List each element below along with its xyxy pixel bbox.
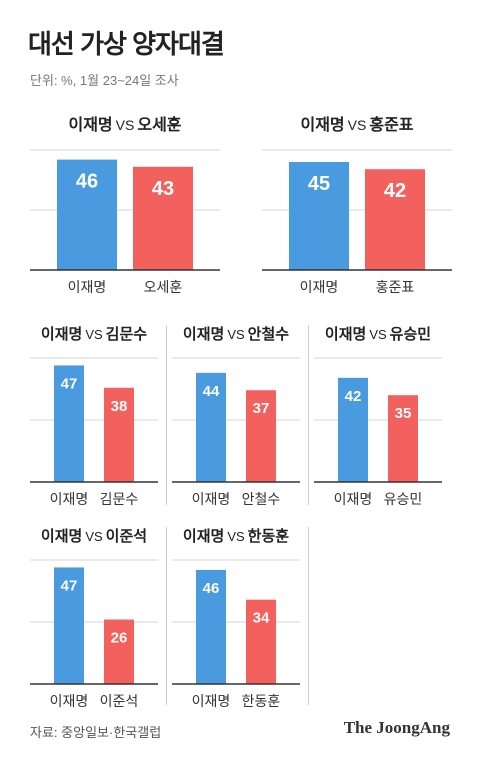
bar-lee (196, 569, 226, 684)
column-divider (308, 325, 309, 505)
source-note: 자료: 중앙일보·한국갤럽 (30, 725, 162, 740)
bar-opponent (388, 395, 418, 482)
chart-lee-vs-oh: 이재명 VS 오세훈 46 이재명 43 오세훈 (30, 108, 220, 304)
category-label: 이재명 (50, 491, 89, 507)
category-label: 안철수 (242, 491, 281, 507)
title-candidate-a: 이재명 (68, 116, 112, 134)
title-candidate-a: 이재명 (41, 527, 82, 545)
bar-value-label: 47 (61, 375, 78, 392)
bar-value-label: 37 (253, 400, 270, 417)
category-label: 유승민 (384, 491, 423, 507)
bar-lee (338, 377, 368, 482)
column-divider (166, 527, 167, 705)
unit-note: 단위: %, 1월 23~24일 조사 (30, 73, 179, 88)
category-label: 이재명 (192, 491, 231, 507)
bar-opponent (246, 390, 276, 482)
chart-lee-vs-ahn: 이재명 VS 안철수 44 이재명 37 안철수 (172, 318, 300, 508)
bar-opponent (133, 166, 193, 270)
chart-lee-vs-junseok: 이재명 VS 이준석 47 이재명 26 이준석 (30, 520, 158, 710)
title-candidate-a: 이재명 (325, 325, 366, 343)
chart-lee-vs-kim: 이재명 VS 김문수 47 이재명 38 김문수 (30, 318, 158, 508)
chart-title: 이재명 VS 한동훈 (183, 527, 289, 545)
column-divider (166, 325, 167, 505)
title-candidate-b: 안철수 (248, 325, 290, 343)
bar-value-label: 46 (203, 580, 220, 597)
bar-lee (196, 372, 226, 482)
page-title: 대선 가상 양자대결 (28, 29, 225, 59)
bar-lee (54, 365, 84, 482)
title-vs: VS (227, 529, 245, 544)
bar-value-label: 38 (111, 398, 128, 415)
category-label: 한동훈 (242, 693, 281, 709)
bar-opponent (246, 599, 276, 684)
title-candidate-b: 이준석 (106, 527, 147, 545)
bar-value-label: 45 (308, 173, 330, 195)
title-candidate-a: 이재명 (41, 325, 82, 343)
chart-lee-vs-hong: 이재명 VS 홍준표 45 이재명 42 홍준표 (262, 108, 452, 304)
category-label: 이재명 (50, 693, 89, 709)
bar-lee (57, 159, 117, 270)
title-vs: VS (85, 529, 103, 544)
category-label: 이재명 (334, 491, 373, 507)
bar-value-label: 42 (345, 388, 362, 405)
category-label: 이재명 (300, 279, 339, 295)
category-label: 오세훈 (144, 279, 183, 295)
chart-title: 이재명 VS 안철수 (183, 325, 289, 343)
title-candidate-b: 오세훈 (137, 115, 181, 134)
title-candidate-a: 이재명 (300, 116, 344, 134)
category-label: 김문수 (100, 491, 139, 507)
chart-lee-vs-yoo: 이재명 VS 유승민 42 이재명 35 유승민 (314, 318, 442, 508)
bar-value-label: 47 (61, 577, 78, 594)
column-divider (308, 527, 309, 705)
bar-value-label: 42 (384, 180, 406, 202)
title-candidate-b: 홍준표 (369, 115, 413, 134)
title-candidate-a: 이재명 (183, 527, 224, 545)
chart-title: 이재명 VS 홍준표 (300, 115, 413, 134)
category-label: 이재명 (192, 693, 231, 709)
bar-opponent (104, 387, 134, 482)
bar-value-label: 46 (76, 171, 98, 193)
bar-lee (54, 567, 84, 684)
bar-opponent (365, 169, 425, 270)
brand-logo: The JoongAng (343, 718, 450, 737)
chart-title: 이재명 VS 김문수 (41, 325, 147, 343)
title-vs: VS (227, 327, 245, 342)
category-label: 이재명 (68, 279, 107, 295)
title-candidate-b: 한동훈 (248, 527, 290, 545)
chart-title: 이재명 VS 유승민 (325, 325, 431, 343)
bar-lee (289, 162, 349, 270)
bar-value-label: 26 (111, 630, 128, 647)
category-label: 홍준표 (376, 279, 415, 295)
title-vs: VS (369, 327, 387, 342)
title-vs: VS (116, 117, 135, 133)
title-vs: VS (85, 327, 103, 342)
title-vs: VS (348, 117, 367, 133)
title-candidate-a: 이재명 (183, 325, 224, 343)
bar-value-label: 43 (152, 178, 174, 200)
category-label: 이준석 (100, 693, 139, 709)
bar-opponent (104, 619, 134, 684)
title-candidate-b: 김문수 (106, 325, 148, 343)
title-candidate-b: 유승민 (390, 326, 431, 343)
bar-value-label: 44 (203, 383, 220, 400)
chart-title: 이재명 VS 이준석 (41, 527, 147, 545)
bar-value-label: 34 (253, 610, 270, 627)
chart-title: 이재명 VS 오세훈 (68, 115, 181, 134)
chart-lee-vs-han: 이재명 VS 한동훈 46 이재명 34 한동훈 (172, 520, 300, 710)
bar-value-label: 35 (395, 405, 412, 422)
